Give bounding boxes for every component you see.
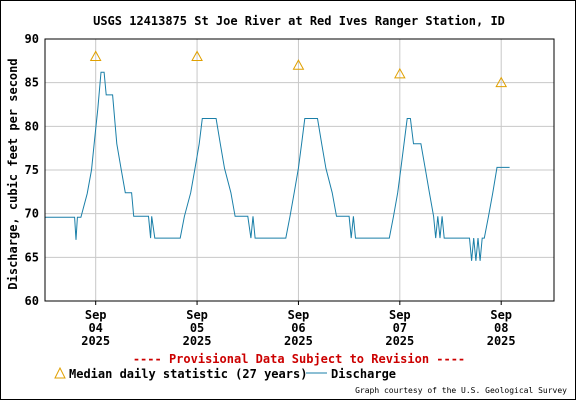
provisional-note: ---- Provisional Data Subject to Revisio… <box>133 352 465 366</box>
x-tick-label: 2025 <box>385 334 414 348</box>
legend-median-marker <box>54 366 66 379</box>
x-tick-label: 04 <box>88 321 102 335</box>
credit-text: Graph courtesy of the U.S. Geological Su… <box>355 386 567 395</box>
median-marker <box>191 50 203 61</box>
y-tick-label: 75 <box>25 163 39 177</box>
median-marker <box>89 50 102 61</box>
series <box>45 50 510 261</box>
x-tick-label: 08 <box>494 321 508 335</box>
y-tick-label: 70 <box>25 207 39 221</box>
x-tick-label: Sep <box>389 308 411 322</box>
legend-discharge-label: Discharge <box>331 367 396 381</box>
median-markers <box>89 50 508 88</box>
x-tick-label: 2025 <box>81 334 110 348</box>
y-axis-label: Discharge, cubic feet per second <box>6 58 20 289</box>
chart-title: USGS 12413875 St Joe River at Red Ives R… <box>93 14 505 28</box>
x-tick-label: 05 <box>190 321 204 335</box>
y-tick-label: 85 <box>25 76 39 90</box>
x-tick-label: 06 <box>291 321 305 335</box>
discharge-series-line <box>45 71 510 261</box>
x-tick-label: 2025 <box>284 334 313 348</box>
x-tick-label: 2025 <box>183 334 212 348</box>
y-tick-label: 65 <box>25 250 39 264</box>
x-tick-label: 07 <box>393 321 407 335</box>
median-marker <box>292 59 305 70</box>
x-tick-label: Sep <box>186 308 208 322</box>
median-marker <box>495 76 508 88</box>
y-tick-label: 60 <box>25 294 39 308</box>
median-marker <box>393 67 406 79</box>
x-axis-ticks: Sep042025Sep052025Sep062025Sep072025Sep0… <box>81 308 515 348</box>
y-tick-label: 80 <box>25 119 39 133</box>
x-tick-label: Sep <box>288 308 310 322</box>
x-tick-label: Sep <box>490 308 512 322</box>
x-tick-label: Sep <box>85 308 107 322</box>
legend: Median daily statistic (27 years) Discha… <box>54 366 396 381</box>
y-axis-ticks: 60 65 70 75 80 85 90 <box>25 32 39 308</box>
legend-median-label: Median daily statistic (27 years) <box>69 367 307 381</box>
y-tick-label: 90 <box>25 32 39 46</box>
plot-area <box>44 38 555 302</box>
x-tick-label: 2025 <box>487 334 516 348</box>
